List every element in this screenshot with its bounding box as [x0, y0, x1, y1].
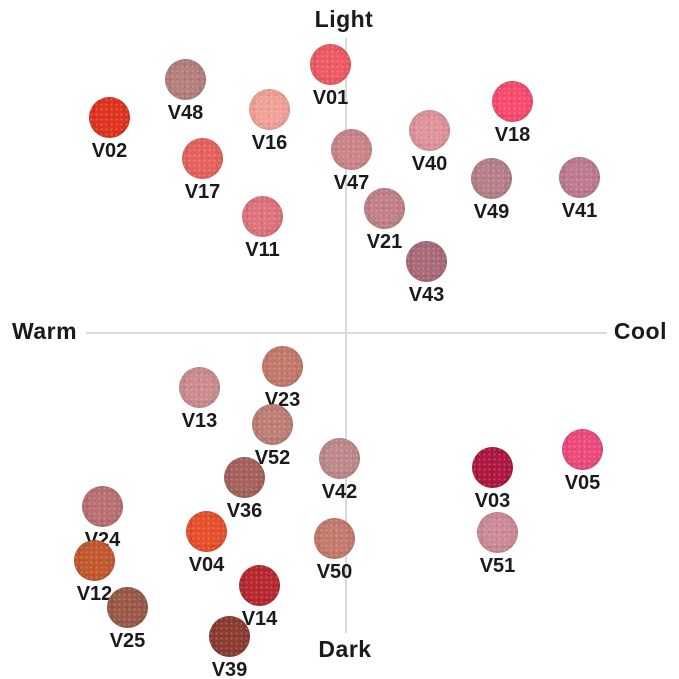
swatch-v36: V36: [224, 457, 265, 522]
swatch-circle-v12: [74, 540, 115, 581]
swatch-label-v39: V39: [211, 659, 248, 679]
swatch-circle-v42: [319, 438, 360, 479]
swatch-label-v42: V42: [321, 481, 358, 503]
swatch-circle-v05: [562, 429, 603, 470]
swatch-circle-v11: [242, 196, 283, 237]
swatch-label-v13: V13: [181, 410, 218, 432]
swatch-v40: V40: [409, 110, 450, 175]
swatch-circle-v24: [82, 486, 123, 527]
swatch-circle-v02: [89, 97, 130, 138]
swatch-v41: V41: [559, 157, 600, 222]
swatch-circle-v25: [107, 587, 148, 628]
horizontal-axis-line: [86, 332, 607, 334]
swatch-label-v43: V43: [408, 284, 445, 306]
swatch-label-v04: V04: [188, 554, 225, 576]
swatch-v23: V23: [262, 346, 303, 411]
swatch-circle-v13: [179, 367, 220, 408]
swatch-v16: V16: [249, 89, 290, 154]
swatch-v21: V21: [364, 188, 405, 253]
swatch-label-v11: V11: [245, 239, 280, 261]
swatch-v43: V43: [406, 241, 447, 306]
swatch-v18: V18: [492, 81, 533, 146]
swatch-label-v21: V21: [366, 231, 403, 253]
swatch-label-v51: V51: [479, 555, 516, 577]
swatch-circle-v36: [224, 457, 265, 498]
swatch-circle-v43: [406, 241, 447, 282]
axis-label-cool: Cool: [613, 318, 667, 344]
swatch-label-v02: V02: [91, 140, 128, 162]
swatch-label-v48: V48: [167, 102, 204, 124]
vertical-axis-line: [345, 38, 347, 633]
swatch-circle-v48: [165, 59, 206, 100]
swatch-v50: V50: [314, 518, 355, 583]
swatch-circle-v01: [310, 44, 351, 85]
swatch-label-v49: V49: [473, 201, 510, 223]
swatch-circle-v50: [314, 518, 355, 559]
axis-label-warm: Warm: [12, 318, 78, 344]
swatch-v03: V03: [472, 447, 513, 512]
swatch-v39: V39: [209, 616, 250, 679]
swatch-v01: V01: [310, 44, 351, 109]
swatch-label-v01: V01: [312, 87, 349, 109]
swatch-circle-v03: [472, 447, 513, 488]
swatch-label-v16: V16: [251, 132, 288, 154]
swatch-label-v40: V40: [411, 153, 448, 175]
swatch-label-v17: V17: [184, 181, 221, 203]
swatch-v25: V25: [107, 587, 148, 652]
swatch-circle-v23: [262, 346, 303, 387]
swatch-circle-v49: [471, 158, 512, 199]
swatch-v52: V52: [252, 404, 293, 469]
axis-label-light: Light: [314, 6, 374, 32]
swatch-v49: V49: [471, 158, 512, 223]
swatch-label-v41: V41: [561, 200, 598, 222]
swatch-circle-v16: [249, 89, 290, 130]
swatch-circle-v51: [477, 512, 518, 553]
swatch-circle-v17: [182, 138, 223, 179]
swatch-label-v05: V05: [564, 472, 601, 494]
swatch-label-v36: V36: [226, 500, 263, 522]
swatch-v04: V04: [186, 511, 227, 576]
swatch-v11: V11: [242, 196, 283, 261]
swatch-label-v03: V03: [474, 490, 511, 512]
swatch-v42: V42: [319, 438, 360, 503]
swatch-label-v25: V25: [109, 630, 146, 652]
swatch-label-v50: V50: [316, 561, 353, 583]
swatch-v14: V14: [239, 565, 280, 630]
swatch-v17: V17: [182, 138, 223, 203]
swatch-circle-v04: [186, 511, 227, 552]
swatch-v05: V05: [562, 429, 603, 494]
swatch-label-v52: V52: [254, 447, 291, 469]
swatch-label-v14: V14: [241, 608, 278, 630]
swatch-circle-v18: [492, 81, 533, 122]
swatch-v12: V12: [74, 540, 115, 605]
swatch-label-v12: V12: [76, 583, 113, 605]
swatch-circle-v47: [331, 129, 372, 170]
swatch-v51: V51: [477, 512, 518, 577]
swatch-v13: V13: [179, 367, 220, 432]
swatch-circle-v39: [209, 616, 250, 657]
swatch-v24: V24: [82, 486, 123, 551]
swatch-circle-v52: [252, 404, 293, 445]
swatch-label-v47: V47: [333, 172, 370, 194]
swatch-v02: V02: [89, 97, 130, 162]
swatch-v47: V47: [331, 129, 372, 194]
swatch-circle-v41: [559, 157, 600, 198]
swatch-circle-v21: [364, 188, 405, 229]
swatch-v48: V48: [165, 59, 206, 124]
axis-label-dark: Dark: [318, 636, 372, 662]
swatch-label-v18: V18: [494, 124, 531, 146]
swatch-circle-v40: [409, 110, 450, 151]
swatch-circle-v14: [239, 565, 280, 606]
